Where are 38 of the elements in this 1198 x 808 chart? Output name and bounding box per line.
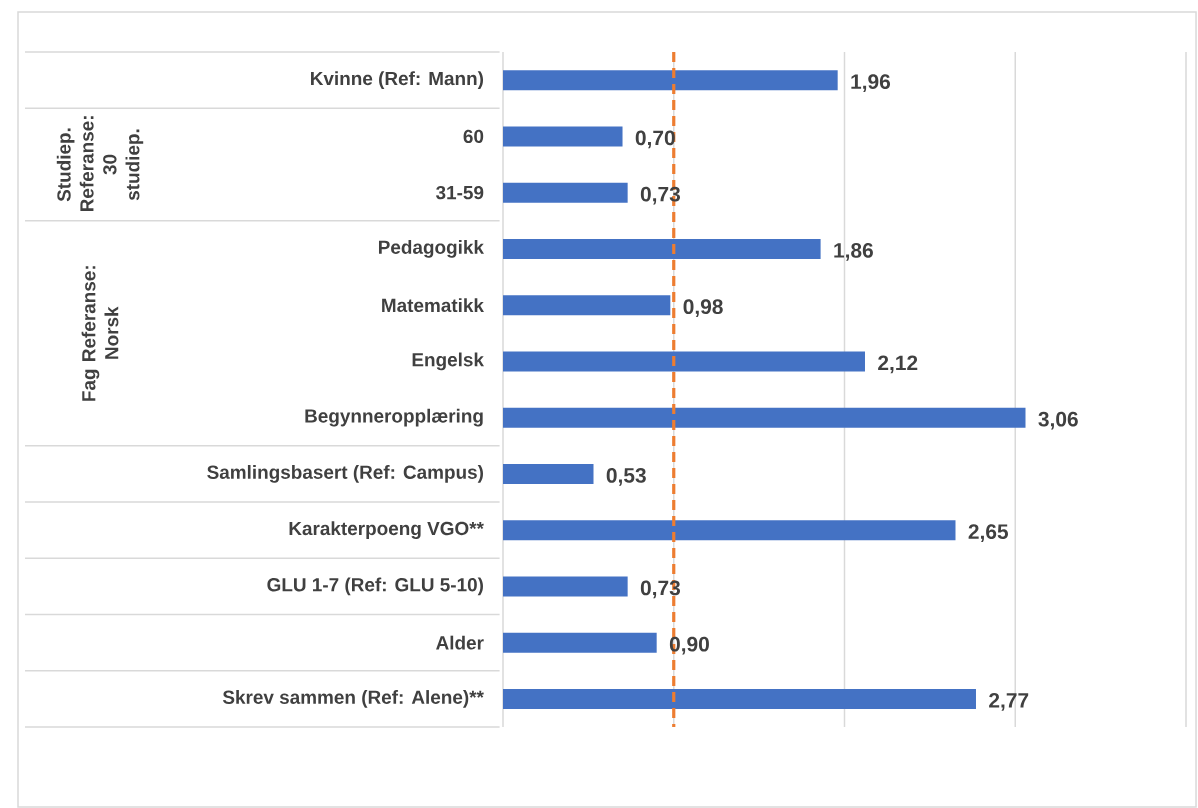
y-tick-label: Matematikk [382,298,484,313]
data-label: 2,65 [968,524,1008,543]
bar [503,407,1026,428]
data-label: 2,77 [989,692,1029,711]
y-tick-label: Samlingsbasert (Ref: Campus) [207,465,484,483]
y-tick-label: Kvinne (Ref: Mann) [311,71,484,89]
bar [503,70,838,91]
bar [503,688,976,709]
data-label: 2,12 [878,355,918,374]
y-tick-label: Begynneropplæring [305,408,483,427]
bar [503,351,865,372]
bar [503,238,821,259]
data-label: 0,73 [640,186,680,205]
y-tick-label: Karakterpoeng VGO** [289,521,484,539]
bar [503,576,628,597]
y-tick-label: 60 [463,129,484,144]
y-tick-label: Alder [436,635,484,650]
data-label: 0,90 [669,636,709,655]
data-label: 3,06 [1038,411,1078,430]
y-tick-label: Engelsk [412,352,484,371]
data-label: 0,53 [606,467,646,486]
data-label: 0,73 [640,580,680,599]
y-tick-label: 31-59 [435,185,484,200]
bar [503,632,657,653]
data-label: 0,70 [635,130,675,149]
data-label: 1,86 [834,242,873,261]
bar [503,126,623,147]
y-tick-label: Pedagogikk [379,240,484,258]
bar [503,520,956,541]
data-label: 1,96 [851,74,891,93]
text: Studiep. Referanse: 30 studiep. [56,116,144,212]
y-tick-label: Skrev sammen (Ref: Alene)** [222,690,484,708]
text: Fag Referanse: Norsk [81,266,119,401]
bar [503,295,671,316]
data-label: 0,98 [683,299,723,318]
bar [503,463,594,484]
bar [503,182,628,203]
y-tick-label: GLU 1-7 (Ref: GLU 5-10) [267,577,483,596]
